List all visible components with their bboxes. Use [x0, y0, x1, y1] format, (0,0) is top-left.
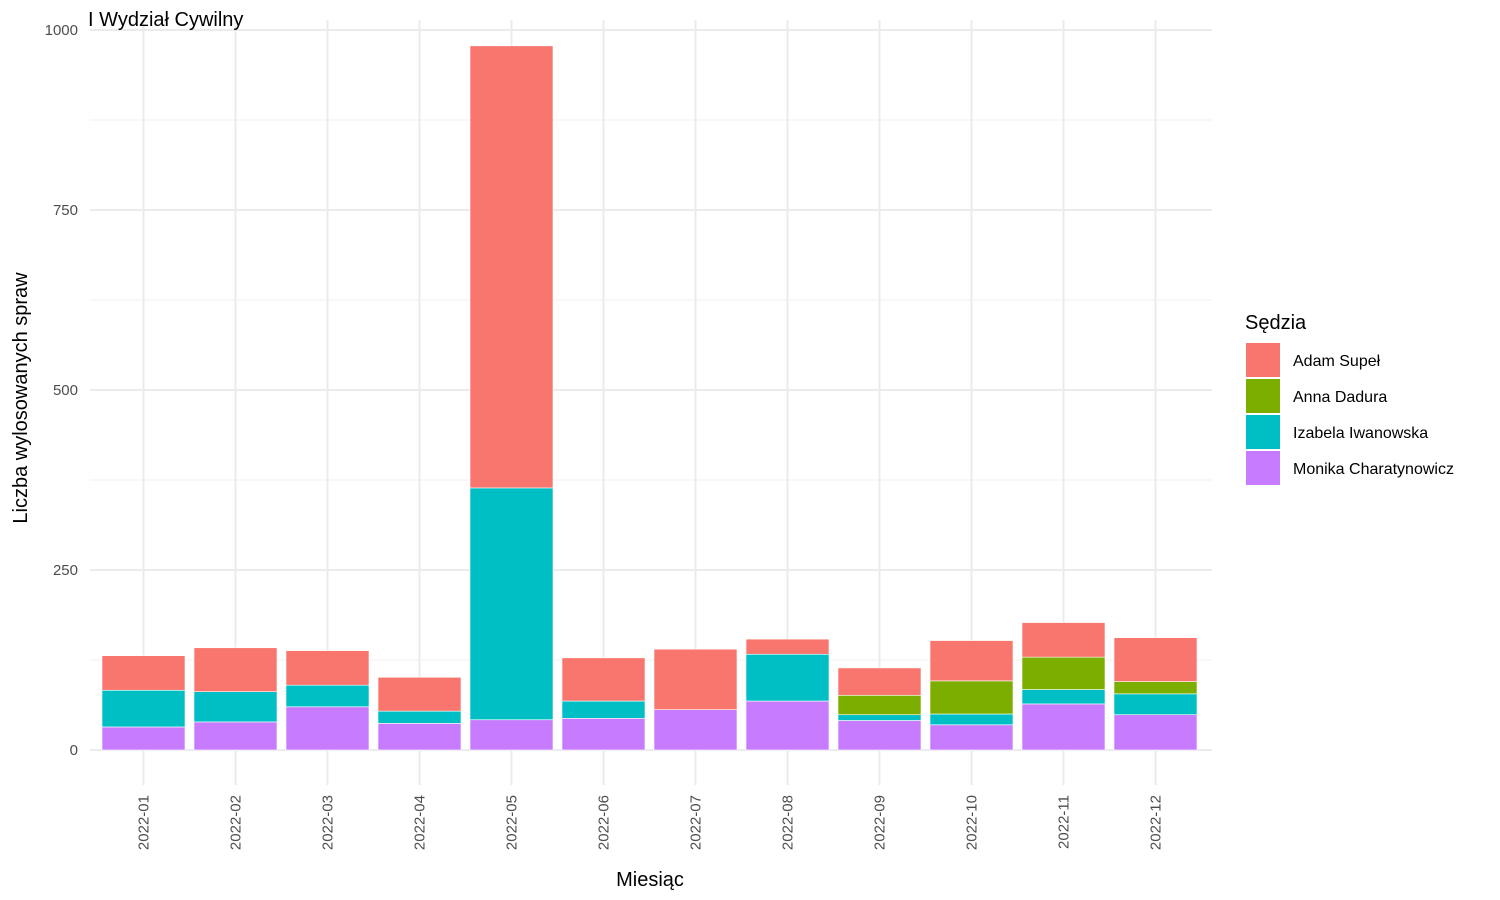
bar-segment	[561, 657, 646, 702]
bar-segment	[837, 714, 922, 721]
bar-segment	[469, 487, 554, 721]
y-tick-label: 250	[53, 562, 78, 579]
bar-segment	[285, 706, 370, 751]
y-axis-title: Liczba wylosowanych spraw	[10, 272, 32, 524]
chart-title: I Wydział Cywilny	[88, 9, 243, 31]
bar-segment	[929, 680, 1014, 715]
x-tick-label: 2022-07	[688, 795, 705, 850]
y-tick-label: 0	[70, 742, 78, 759]
legend-title: Sędzia	[1245, 312, 1307, 334]
bar-segment	[469, 45, 554, 489]
bar-segment	[1113, 714, 1198, 751]
bar-segment	[193, 647, 278, 692]
legend-key	[1246, 379, 1280, 413]
legend-key	[1246, 343, 1280, 377]
bar-segment	[561, 718, 646, 751]
x-axis-ticks: 2022-01 2022-02 2022-03 2022-04 2022-05 2022-…	[136, 795, 1165, 850]
bar-segment	[561, 700, 646, 719]
bar-segment	[193, 691, 278, 723]
legend-label: Anna Dadura	[1293, 389, 1387, 406]
x-tick-label: 2022-04	[412, 795, 429, 850]
bar-segment	[1113, 681, 1198, 695]
bar-segment	[745, 700, 830, 751]
x-tick-label: 2022-06	[596, 795, 613, 850]
legend-label: Izabela Iwanowska	[1293, 425, 1428, 442]
y-tick-label: 1000	[45, 22, 78, 39]
bar-segment	[929, 713, 1014, 726]
x-tick-label: 2022-03	[320, 795, 337, 850]
bar-segment	[653, 648, 738, 710]
x-tick-label: 2022-01	[136, 795, 153, 850]
bar-segment	[377, 676, 462, 712]
x-tick-label: 2022-08	[780, 795, 797, 850]
x-tick-label: 2022-12	[1148, 795, 1165, 850]
bar-segment	[837, 667, 922, 696]
bars	[101, 45, 1198, 751]
bar-segment	[101, 689, 186, 728]
bar-segment	[101, 726, 186, 751]
bar-segment	[745, 638, 830, 655]
bar-segment	[837, 694, 922, 716]
legend-label: Monika Charatynowicz	[1293, 461, 1454, 478]
bar-segment	[929, 724, 1014, 751]
x-axis-title: Miesiąc	[616, 869, 684, 891]
bar-segment	[1113, 637, 1198, 682]
y-tick-label: 500	[53, 382, 78, 399]
x-tick-label: 2022-11	[1056, 795, 1073, 849]
bar-segment	[377, 723, 462, 751]
x-tick-label: 2022-09	[872, 795, 889, 850]
bar-segment	[1113, 693, 1198, 716]
bar-segment	[1021, 703, 1106, 751]
bar-segment	[469, 719, 554, 751]
bar-segment	[837, 720, 922, 751]
bar-segment	[285, 650, 370, 686]
bar-segment	[929, 640, 1014, 682]
legend: Sędzia Adam Supeł Anna Dadura Izabela Iwan…	[1245, 312, 1454, 485]
x-tick-label: 2022-05	[504, 795, 521, 850]
x-tick-label: 2022-10	[964, 795, 981, 850]
x-tick-label: 2022-02	[228, 795, 245, 850]
bar-segment	[1021, 622, 1106, 658]
bar-segment	[193, 721, 278, 751]
legend-label: Adam Supeł	[1293, 353, 1381, 370]
legend-key	[1246, 415, 1280, 449]
bar-segment	[377, 710, 462, 724]
y-axis-ticks: 0 250 500 750 1000	[45, 22, 78, 759]
y-tick-label: 750	[53, 202, 78, 219]
bar-segment	[653, 709, 738, 751]
bar-segment	[1021, 689, 1106, 705]
bar-segment	[745, 653, 830, 702]
bar-segment	[1021, 656, 1106, 690]
bar-segment	[101, 655, 186, 691]
bar-segment	[285, 684, 370, 708]
legend-key	[1246, 451, 1280, 485]
